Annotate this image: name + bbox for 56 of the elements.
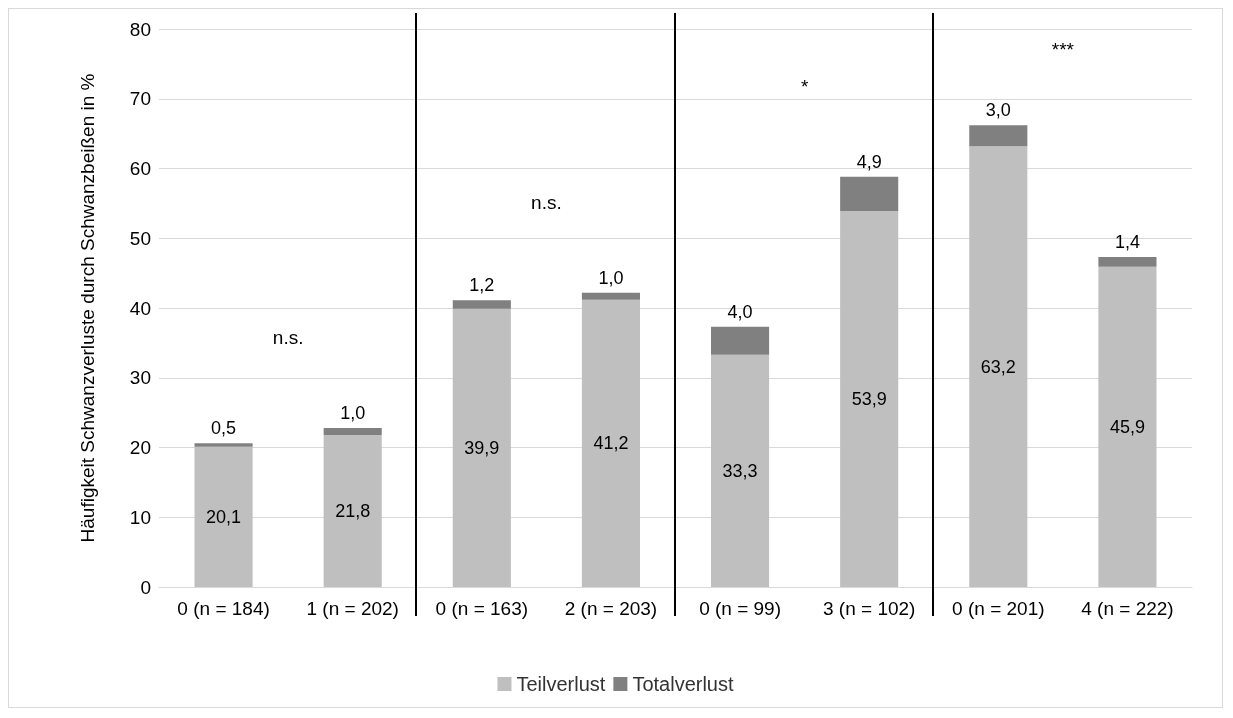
bar <box>452 300 511 309</box>
bar <box>194 443 253 447</box>
data-label: 41,2 <box>593 433 629 454</box>
bar <box>1098 266 1157 587</box>
bar <box>323 427 382 435</box>
bar <box>581 292 640 300</box>
x-tick-label: 3 (n = 102) <box>822 598 916 619</box>
bar <box>581 299 640 587</box>
data-label: 1,0 <box>340 402 366 423</box>
x-tick-label: 0 (n = 163) <box>435 598 529 619</box>
bar <box>969 146 1028 587</box>
data-label: 1,2 <box>469 275 495 296</box>
data-label: 63,2 <box>980 356 1016 377</box>
bar <box>452 308 511 587</box>
x-tick-label: 2 (n = 203) <box>564 598 658 619</box>
data-label: 1,0 <box>598 267 624 288</box>
x-tick-label: 0 (n = 201) <box>952 598 1045 619</box>
y-tick-label: 40 <box>129 297 151 319</box>
annotation: n.s. <box>272 327 304 349</box>
data-label: 33,3 <box>722 460 758 481</box>
y-tick-label: 50 <box>129 227 151 249</box>
y-tick-label: 30 <box>129 367 151 389</box>
data-label: 53,9 <box>851 389 887 410</box>
bar <box>969 125 1028 147</box>
bar <box>323 434 382 587</box>
annotation: * <box>800 76 809 98</box>
y-tick-label: 10 <box>129 506 151 528</box>
annotation: *** <box>1051 38 1075 60</box>
legend-label: Totalverlust <box>632 673 734 695</box>
data-label: 0,5 <box>211 418 237 439</box>
data-label: 4,9 <box>856 151 882 172</box>
y-tick-label: 20 <box>129 437 151 458</box>
y-tick-label: 70 <box>129 88 151 110</box>
bar <box>1098 257 1157 267</box>
y-tick-label: 80 <box>129 18 151 40</box>
y-tick-label: 60 <box>129 158 151 179</box>
data-label: 39,9 <box>464 437 500 458</box>
x-tick-label: 0 (n = 184) <box>177 598 270 619</box>
annotation: n.s. <box>531 192 562 214</box>
data-label: 21,8 <box>335 500 371 521</box>
data-label: 1,4 <box>1114 232 1140 253</box>
x-tick-label: 4 (n = 222) <box>1081 598 1174 619</box>
bar <box>711 326 770 355</box>
bar <box>840 211 899 587</box>
data-label: 3,0 <box>985 100 1011 121</box>
y-axis-title: Häufigkeit Schwanzverluste durch Schwanzbeißen in % <box>76 73 98 543</box>
legend-label: Teilverlust <box>516 673 606 695</box>
bar <box>711 354 770 587</box>
y-tick-label: 0 <box>140 576 151 598</box>
data-label: 20,1 <box>206 506 242 527</box>
bar <box>194 446 253 587</box>
bar <box>840 176 899 212</box>
data-label: 4,0 <box>727 301 753 322</box>
x-tick-label: 1 (n = 202) <box>306 598 399 619</box>
x-tick-label: 0 (n = 99) <box>699 598 781 619</box>
data-label: 45,9 <box>1109 416 1145 437</box>
